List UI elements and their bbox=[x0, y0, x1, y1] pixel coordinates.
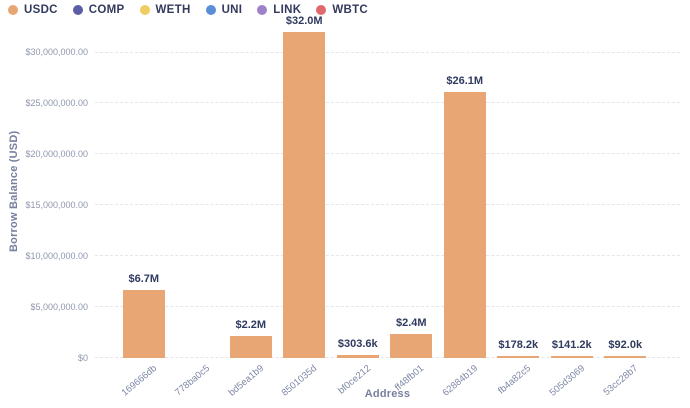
bar-value-label: $6.7M bbox=[128, 272, 160, 285]
x-tick-label: 8501035d bbox=[279, 363, 320, 399]
y-tick-label: $10,000,000.00 bbox=[25, 250, 88, 261]
x-tick-label: bd5ea1b9 bbox=[226, 363, 266, 399]
x-axis-title: Address bbox=[364, 388, 411, 400]
y-tick-label: $5,000,000.00 bbox=[30, 301, 88, 312]
bar-8501035d[interactable] bbox=[283, 32, 326, 358]
bar-value-label: $178.2k bbox=[498, 338, 539, 351]
x-tick-label: fb4a82c5 bbox=[496, 363, 534, 397]
chart-legend: USDC COMP WETH UNI LINK WBTC bbox=[8, 4, 368, 16]
bar-bf0ce212[interactable] bbox=[336, 354, 379, 358]
gridline bbox=[95, 51, 680, 53]
gridline bbox=[95, 204, 680, 206]
legend-item-comp[interactable]: COMP bbox=[72, 4, 125, 16]
gridline bbox=[95, 357, 680, 358]
legend-label: COMP bbox=[88, 4, 125, 16]
legend-label: WETH bbox=[155, 4, 191, 16]
x-tick-label: 62884b19 bbox=[440, 363, 480, 399]
legend-item-weth[interactable]: WETH bbox=[139, 4, 191, 16]
x-tick-label: 778ba0c5 bbox=[173, 363, 213, 399]
bar-value-label: $141.2k bbox=[551, 338, 592, 351]
gridline bbox=[95, 102, 680, 104]
bar-62884b19[interactable] bbox=[443, 92, 486, 358]
x-tick-label: 53cc28b7 bbox=[601, 363, 641, 398]
legend-label: LINK bbox=[273, 4, 302, 16]
x-tick-label: ff48fb01 bbox=[393, 363, 427, 394]
bar-value-label: $2.2M bbox=[235, 318, 267, 331]
wbtc-series-dot-icon bbox=[316, 5, 327, 15]
x-tick-label: 505d3069 bbox=[547, 363, 587, 399]
legend-item-wbtc[interactable]: WBTC bbox=[316, 4, 368, 16]
bar-169666db[interactable] bbox=[122, 289, 165, 358]
uni-series-dot-icon bbox=[205, 5, 216, 15]
comp-series-dot-icon bbox=[72, 5, 83, 15]
x-tick-label: 169666db bbox=[119, 363, 159, 399]
gridline bbox=[95, 153, 680, 155]
bar-value-label: $2.4M bbox=[395, 316, 427, 329]
plot-area: $6.7M $2.2M $32.0M $303.6k $2.4M $26.1M $178.2… bbox=[95, 15, 680, 358]
legend-item-usdc[interactable]: USDC bbox=[8, 4, 58, 16]
y-tick-label: $20,000,000.00 bbox=[25, 148, 88, 159]
legend-label: USDC bbox=[24, 4, 58, 16]
bar-value-label: $26.1M bbox=[446, 75, 484, 88]
y-tick-label: $25,000,000.00 bbox=[25, 97, 88, 108]
bar-bd5ea1b9[interactable] bbox=[229, 335, 272, 358]
legend-label: WBTC bbox=[332, 4, 369, 16]
y-tick-label: $30,000,000.00 bbox=[25, 47, 88, 58]
legend-item-uni[interactable]: UNI bbox=[205, 4, 243, 16]
gridline bbox=[95, 306, 680, 308]
bar-value-label: $92.0k bbox=[608, 338, 643, 351]
y-tick-label: $15,000,000.00 bbox=[25, 199, 88, 210]
bar-ff48fb01[interactable] bbox=[390, 333, 433, 358]
legend-item-link[interactable]: LINK bbox=[257, 4, 301, 16]
bar-505d3069[interactable] bbox=[550, 355, 593, 358]
legend-label: UNI bbox=[221, 4, 243, 16]
bar-53cc28b7[interactable] bbox=[604, 355, 647, 358]
x-tick-label: bf0ce212 bbox=[335, 363, 373, 397]
y-tick-label: $0 bbox=[77, 352, 88, 363]
link-series-dot-icon bbox=[257, 5, 268, 15]
weth-series-dot-icon bbox=[139, 5, 150, 15]
usdc-series-dot-icon bbox=[8, 5, 18, 15]
bar-value-label: $303.6k bbox=[337, 337, 378, 350]
gridline bbox=[95, 255, 680, 257]
bar-fb4a82c5[interactable] bbox=[497, 355, 540, 358]
bar-value-label: $32.0M bbox=[285, 15, 323, 28]
